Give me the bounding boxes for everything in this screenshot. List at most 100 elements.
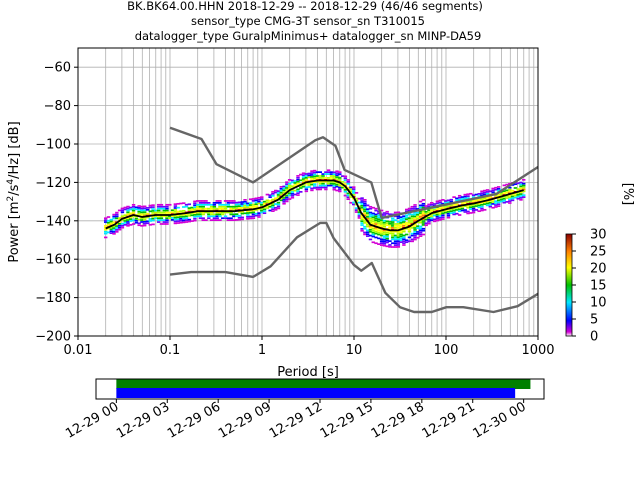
psd-cell <box>513 183 518 185</box>
psd-cell <box>488 203 493 206</box>
psd-cell <box>195 203 200 206</box>
psd-cell <box>326 182 331 185</box>
psd-cell <box>516 194 520 196</box>
psd-cell <box>491 199 495 201</box>
psd-cell <box>379 240 384 243</box>
psd-cell <box>435 215 440 218</box>
psd-cell <box>346 198 350 201</box>
psd-cell <box>438 207 442 210</box>
psd-cell <box>477 198 481 201</box>
psd-cell <box>131 223 136 225</box>
psd-cell <box>438 211 442 213</box>
psd-cell <box>368 227 373 229</box>
psd-cell <box>427 217 431 219</box>
psd-cell <box>474 205 479 207</box>
psd-cell <box>156 221 161 223</box>
psd-cell <box>368 228 373 231</box>
psd-cell <box>257 208 261 211</box>
psd-cell <box>131 219 136 222</box>
psd-cell <box>352 203 356 206</box>
colorbar-label: [%] <box>620 183 635 206</box>
psd-cell <box>416 233 420 235</box>
psd-cell <box>276 203 281 206</box>
psd-cell <box>223 211 228 214</box>
psd-cell <box>399 225 403 228</box>
psd-cell <box>193 202 197 205</box>
psd-cell <box>371 235 375 238</box>
psd-cell <box>131 209 136 212</box>
psd-cell <box>413 219 417 222</box>
nhnm-curve <box>169 126 539 220</box>
psd-cell <box>508 188 512 191</box>
psd-cell <box>413 227 417 229</box>
psd-cell <box>385 224 389 227</box>
x-tick-label: 0.01 <box>64 343 93 358</box>
psd-cell <box>109 228 113 231</box>
psd-cell <box>407 207 412 210</box>
psd-cell <box>516 182 520 185</box>
psd-cell <box>402 240 406 243</box>
psd-cell <box>285 192 289 195</box>
psd-cell <box>438 217 442 219</box>
psd-cell <box>444 209 448 212</box>
psd-cell <box>237 218 242 221</box>
psd-cell <box>421 212 426 215</box>
psd-cell <box>207 215 211 218</box>
psd-cell <box>449 210 453 213</box>
y-tick-label: −140 <box>35 214 71 229</box>
psd-cell <box>460 201 465 204</box>
psd-cell <box>393 225 398 227</box>
psd-cell <box>274 203 278 205</box>
psd-cell <box>393 238 398 241</box>
y-tick-label: −100 <box>35 138 71 153</box>
psd-cell <box>385 220 389 223</box>
psd-cell <box>477 204 481 207</box>
psd-cell <box>143 220 147 223</box>
psd-cell <box>430 219 434 221</box>
x-tick-label: 1000 <box>521 343 554 358</box>
psd-cell <box>449 200 453 203</box>
psd-cell <box>251 217 256 220</box>
psd-cell <box>371 212 375 215</box>
psd-cell <box>343 188 348 191</box>
psd-cell <box>519 183 523 186</box>
psd-cell <box>326 177 331 179</box>
psd-cell <box>318 171 322 173</box>
psd-cell <box>176 202 180 205</box>
psd-cell <box>112 221 116 224</box>
psd-cell <box>379 209 384 212</box>
psd-cell <box>446 209 451 211</box>
psd-cell <box>246 215 250 218</box>
psd-cell <box>301 176 306 178</box>
psd-cell <box>374 236 378 239</box>
psd-cell <box>229 219 233 221</box>
psd-cell <box>418 231 423 234</box>
psd-cell <box>162 207 166 210</box>
psd-cell <box>126 213 130 216</box>
psd-cell <box>187 214 192 217</box>
psd-cell <box>282 189 286 192</box>
psd-cell <box>140 207 144 210</box>
psd-cell <box>223 215 228 218</box>
psd-cell <box>402 236 406 239</box>
psd-cell <box>318 177 322 179</box>
psd-cell <box>209 211 214 214</box>
psd-cell <box>207 213 211 216</box>
psd-cell <box>494 200 498 203</box>
psd-cell <box>399 239 403 242</box>
psd-cell <box>204 200 208 202</box>
psd-cell <box>159 205 164 208</box>
psd-cell <box>168 203 172 206</box>
psd-cell <box>352 192 356 194</box>
psd-cell <box>103 236 108 239</box>
psd-cell <box>471 203 476 206</box>
psd-cell <box>508 202 512 204</box>
psd-cell <box>315 175 320 177</box>
psd-cell <box>418 233 423 236</box>
psd-cell <box>435 219 440 222</box>
psd-cell <box>257 202 261 205</box>
psd-cell <box>477 194 481 197</box>
psd-cell <box>446 214 451 217</box>
psd-cell <box>221 203 225 206</box>
